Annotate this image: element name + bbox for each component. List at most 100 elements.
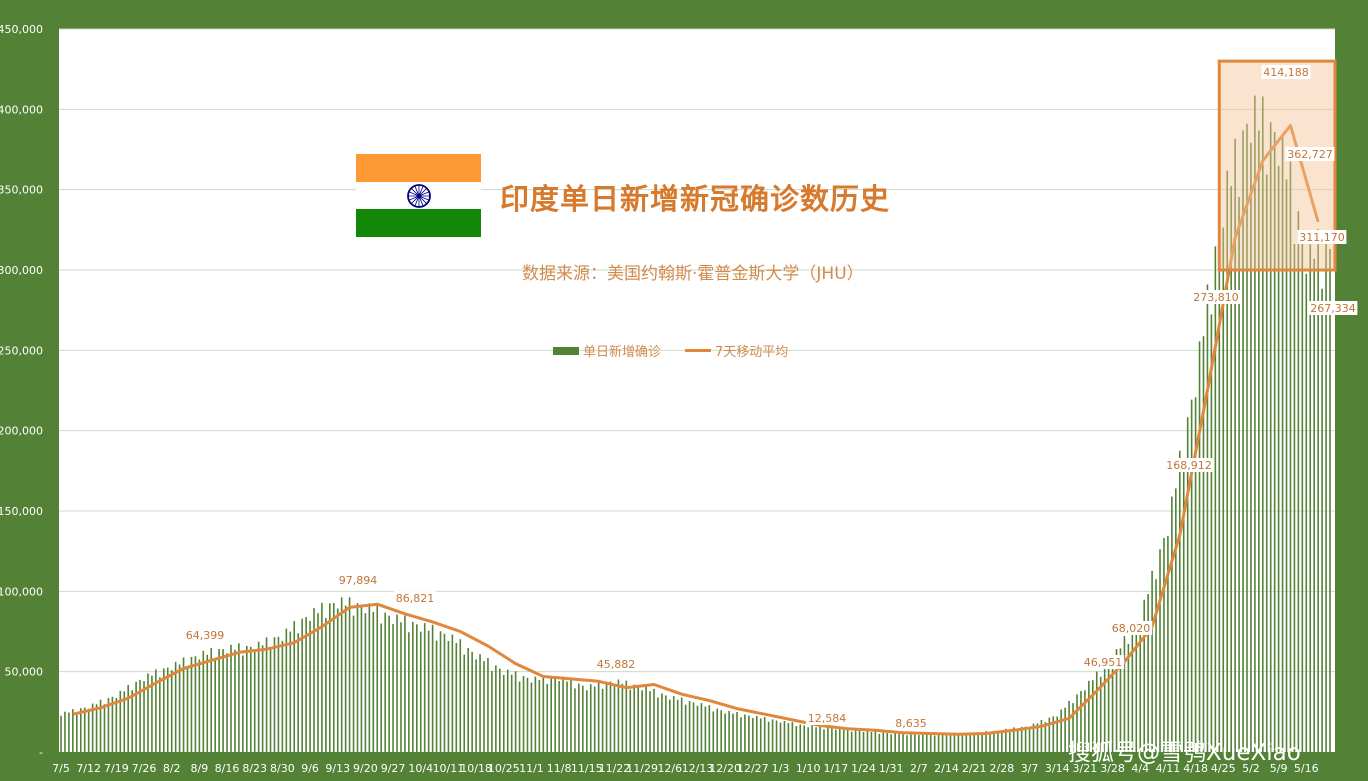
daily-bar (953, 734, 956, 752)
y-tick-label: 50,000 (5, 666, 44, 679)
daily-bar (356, 603, 359, 752)
daily-bar (732, 713, 734, 752)
daily-bar (60, 715, 62, 752)
daily-bar (720, 710, 722, 752)
data-label-bg (594, 657, 638, 671)
data-label-bg (893, 716, 929, 730)
daily-bar (111, 696, 114, 752)
x-tick-label: 4/4 (1131, 762, 1149, 775)
daily-bar (1258, 130, 1260, 753)
daily-bar (1269, 122, 1272, 753)
daily-bar (408, 632, 410, 752)
daily-bar (1084, 690, 1086, 752)
data-label: 86,821 (396, 592, 435, 605)
daily-bar (1254, 95, 1256, 753)
daily-bar (574, 688, 576, 752)
daily-bar (1242, 130, 1244, 752)
daily-bar (933, 735, 936, 752)
daily-bar (1119, 648, 1122, 752)
daily-bar (396, 614, 398, 752)
data-label-bg (1164, 458, 1214, 472)
data-label-bg (336, 573, 380, 587)
daily-bar (945, 735, 948, 752)
daily-bar (1028, 727, 1031, 752)
daily-bar (1230, 186, 1232, 752)
daily-bar (842, 729, 845, 752)
daily-bar (625, 680, 628, 752)
y-tick-label: 200,000 (0, 425, 43, 438)
daily-bar (1099, 676, 1102, 752)
daily-bar (728, 710, 730, 752)
daily-bar (937, 733, 940, 752)
daily-bar (182, 657, 185, 752)
x-tick-label: 10/18 (460, 762, 492, 775)
daily-bar (661, 693, 663, 752)
daily-bar (969, 733, 972, 752)
y-tick-label: - (39, 746, 43, 759)
daily-bar (578, 683, 580, 752)
daily-bar (1194, 397, 1197, 752)
daily-bar (269, 648, 272, 752)
data-label: 12,584 (808, 712, 847, 725)
daily-bar (1052, 716, 1055, 752)
legend-line-swatch (685, 349, 712, 352)
x-tick-label: 11/22 (599, 762, 631, 775)
x-tick-label: 5/9 (1270, 762, 1288, 775)
daily-bar (139, 679, 141, 752)
daily-bar (1088, 680, 1090, 752)
daily-bar (336, 608, 339, 752)
daily-bar (526, 677, 529, 752)
daily-bar (159, 677, 161, 752)
daily-bar (791, 722, 794, 752)
daily-bar (170, 670, 173, 752)
daily-bar (1214, 246, 1217, 752)
daily-bar (763, 717, 766, 752)
daily-bar (613, 684, 616, 752)
x-tick-label: 12/6 (657, 762, 682, 775)
daily-bar (925, 734, 928, 752)
x-tick-label: 3/21 (1073, 762, 1098, 775)
daily-bar (352, 615, 355, 752)
x-tick-label: 9/20 (353, 762, 378, 775)
x-tick-label: 8/16 (215, 762, 240, 775)
data-label: 273,810 (1193, 291, 1239, 304)
daily-bar (827, 727, 829, 752)
daily-bar (902, 732, 904, 752)
daily-bar (977, 732, 979, 752)
flag-saffron-band (356, 154, 481, 182)
daily-bar (704, 706, 707, 752)
daily-bar (1064, 707, 1066, 752)
daily-bar (807, 727, 809, 752)
x-tick-label: 1/3 (772, 762, 790, 775)
daily-bar (1293, 243, 1296, 753)
x-tick-label: 1/31 (879, 762, 904, 775)
daily-bar (838, 728, 841, 752)
daily-bar (1301, 232, 1304, 752)
daily-bar (854, 729, 857, 752)
daily-bar (522, 675, 525, 752)
daily-bar (194, 656, 197, 752)
x-tick-label: 9/6 (301, 762, 319, 775)
daily-bar (514, 671, 517, 752)
daily-bar (510, 674, 513, 752)
daily-bar (190, 656, 193, 752)
daily-bar (858, 730, 861, 752)
daily-bar (771, 719, 774, 752)
data-label-bg (393, 591, 437, 605)
daily-bar (922, 733, 924, 752)
daily-bar (1016, 729, 1019, 752)
legend-bar-label: 单日新增确诊 (583, 345, 662, 360)
daily-bar (439, 631, 442, 752)
daily-bar (716, 708, 719, 752)
daily-bar (589, 684, 592, 752)
daily-bar (1008, 729, 1011, 752)
daily-bar (198, 659, 201, 752)
daily-bar (1115, 649, 1118, 752)
daily-bar (218, 648, 220, 752)
daily-bar (1092, 680, 1094, 752)
daily-bar (147, 673, 149, 752)
data-label-bg (183, 628, 227, 642)
daily-bar (617, 679, 620, 752)
